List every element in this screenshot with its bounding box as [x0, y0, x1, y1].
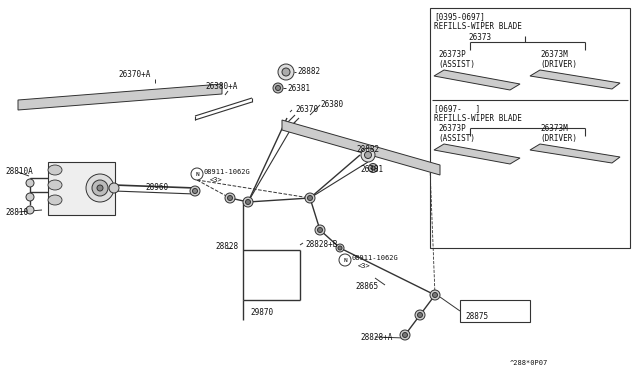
Circle shape: [273, 83, 283, 93]
Ellipse shape: [48, 195, 62, 205]
Circle shape: [109, 183, 119, 193]
Text: 28828+B: 28828+B: [305, 240, 337, 249]
Text: (DRIVER): (DRIVER): [540, 60, 577, 69]
Circle shape: [417, 312, 422, 317]
Ellipse shape: [48, 180, 62, 190]
Text: 26381: 26381: [360, 165, 383, 174]
Text: 28828+A: 28828+A: [360, 333, 392, 342]
Text: (ASSIST): (ASSIST): [438, 60, 475, 69]
Circle shape: [26, 193, 34, 201]
Text: ^288*0P07: ^288*0P07: [510, 360, 548, 366]
Text: N: N: [195, 171, 199, 176]
Bar: [48, 162, 115, 215]
Circle shape: [403, 333, 408, 337]
Circle shape: [193, 189, 198, 193]
Text: <3>: <3>: [358, 263, 371, 269]
Text: 08911-1062G: 08911-1062G: [352, 255, 399, 261]
Circle shape: [26, 206, 34, 214]
Text: REFILLS-WIPER BLADE: REFILLS-WIPER BLADE: [434, 22, 522, 31]
Polygon shape: [18, 84, 222, 110]
Circle shape: [26, 179, 34, 187]
Text: 28882: 28882: [297, 67, 320, 76]
Circle shape: [278, 64, 294, 80]
Circle shape: [317, 228, 323, 232]
Circle shape: [191, 168, 203, 180]
Circle shape: [430, 290, 440, 300]
Circle shape: [246, 199, 250, 205]
Text: 26373M: 26373M: [540, 124, 568, 133]
Ellipse shape: [48, 165, 62, 175]
Text: 28875: 28875: [465, 312, 488, 321]
Circle shape: [282, 68, 290, 76]
Circle shape: [225, 193, 235, 203]
Circle shape: [365, 151, 371, 158]
Polygon shape: [530, 144, 620, 163]
Circle shape: [400, 330, 410, 340]
Text: 26380: 26380: [320, 100, 343, 109]
Circle shape: [227, 196, 232, 201]
Text: REFILLS-WIPER BLADE: REFILLS-WIPER BLADE: [434, 114, 522, 123]
Circle shape: [315, 225, 325, 235]
Circle shape: [361, 148, 375, 162]
Text: <3>: <3>: [210, 177, 223, 183]
Circle shape: [369, 164, 378, 173]
Text: 29870: 29870: [250, 308, 273, 317]
Polygon shape: [434, 70, 520, 90]
Text: (DRIVER): (DRIVER): [540, 134, 577, 143]
Text: [0697-   ]: [0697- ]: [434, 104, 480, 113]
Text: 26373P: 26373P: [438, 50, 466, 59]
Text: 26370: 26370: [295, 105, 318, 114]
Text: N: N: [343, 257, 347, 263]
Text: (ASSIST): (ASSIST): [438, 134, 475, 143]
Circle shape: [190, 186, 200, 196]
Text: 28882: 28882: [356, 145, 379, 154]
Text: 26380+A: 26380+A: [205, 82, 237, 91]
Text: 26373M: 26373M: [540, 50, 568, 59]
Circle shape: [433, 292, 438, 298]
Text: 26373: 26373: [468, 33, 492, 42]
Circle shape: [307, 196, 312, 201]
Circle shape: [86, 174, 114, 202]
Text: 28960: 28960: [145, 183, 168, 192]
Text: [0395-0697]: [0395-0697]: [434, 12, 485, 21]
Circle shape: [336, 244, 344, 252]
Bar: [460, 300, 530, 322]
Text: 28810A: 28810A: [5, 167, 33, 176]
Bar: [430, 8, 630, 248]
Text: 26381: 26381: [287, 84, 310, 93]
Circle shape: [97, 185, 103, 191]
Circle shape: [305, 193, 315, 203]
Circle shape: [275, 86, 280, 90]
Text: 28865: 28865: [355, 282, 378, 291]
Polygon shape: [530, 70, 620, 89]
Circle shape: [415, 310, 425, 320]
Text: 28828: 28828: [215, 242, 238, 251]
Circle shape: [92, 180, 108, 196]
Circle shape: [243, 197, 253, 207]
Text: 26373P: 26373P: [438, 124, 466, 133]
Text: 08911-1062G: 08911-1062G: [204, 169, 251, 175]
Text: 28810: 28810: [5, 208, 28, 217]
Circle shape: [371, 166, 375, 170]
Polygon shape: [434, 144, 520, 164]
Circle shape: [338, 246, 342, 250]
Circle shape: [339, 254, 351, 266]
Polygon shape: [282, 120, 440, 175]
Text: 26370+A: 26370+A: [118, 70, 150, 79]
